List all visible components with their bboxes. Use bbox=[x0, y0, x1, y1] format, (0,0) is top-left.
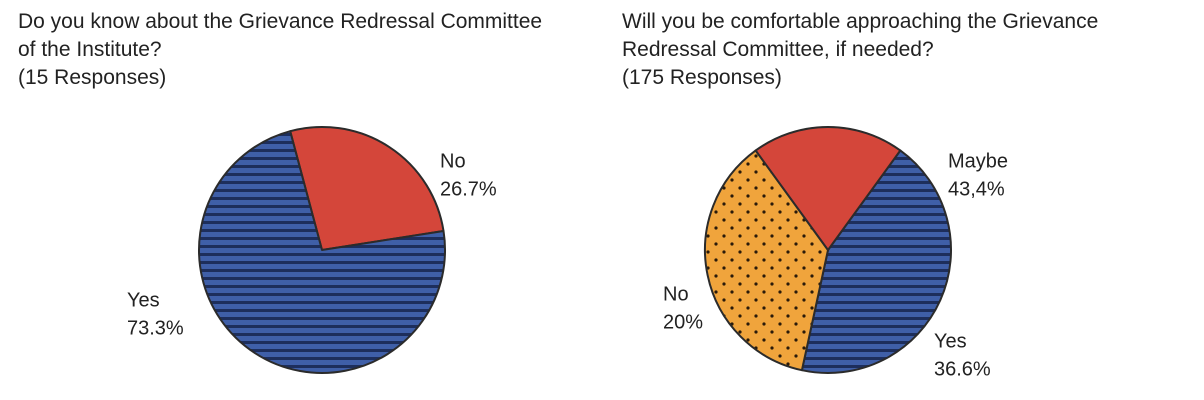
chart-title-line: Will you be comfortable approaching the … bbox=[622, 10, 1099, 33]
pie-slice-yes bbox=[704, 149, 829, 372]
chart-title-line: Do you know about the Grievance Redressa… bbox=[18, 10, 543, 33]
chart-panel-comfort-approaching: Will you be comfortable approaching the … bbox=[600, 0, 1204, 400]
pie-slice-no bbox=[754, 126, 902, 251]
chart-title-line: (175 Responses) bbox=[622, 66, 782, 89]
slice-value-yes: 36.6% bbox=[934, 358, 991, 380]
chart-title-line: Redressal Committee, if needed? bbox=[622, 38, 934, 61]
chart-title: Will you be comfortable approaching the … bbox=[622, 8, 1190, 92]
slice-label-no: No bbox=[440, 150, 466, 172]
chart-title-line: (15 Responses) bbox=[18, 66, 167, 89]
pie-chart-committee-awareness: No 26.7% Yes 73.3% bbox=[127, 126, 497, 374]
slice-value-yes: 73.3% bbox=[127, 317, 184, 339]
slice-value-no: 20% bbox=[663, 311, 703, 333]
chart-panel-committee-awareness: Do you know about the Grievance Redressa… bbox=[0, 0, 600, 400]
chart-title-line: of the Institute? bbox=[18, 38, 162, 61]
pie-slice-maybe bbox=[800, 149, 952, 374]
slice-label-maybe: Maybe bbox=[948, 150, 1008, 172]
slice-label-no: No bbox=[663, 283, 689, 305]
pie-slice-yes bbox=[198, 130, 447, 374]
chart-title: Do you know about the Grievance Redressa… bbox=[18, 8, 593, 92]
slice-value-maybe: 43,4% bbox=[948, 178, 1005, 200]
slice-label-yes: Yes bbox=[934, 330, 967, 352]
pie-slice-no bbox=[289, 126, 445, 251]
slice-value-no: 26.7% bbox=[440, 178, 497, 200]
pie-chart-comfort-approaching: Maybe 43,4% Yes 36.6% No 20% bbox=[663, 126, 1008, 380]
slice-label-yes: Yes bbox=[127, 289, 160, 311]
